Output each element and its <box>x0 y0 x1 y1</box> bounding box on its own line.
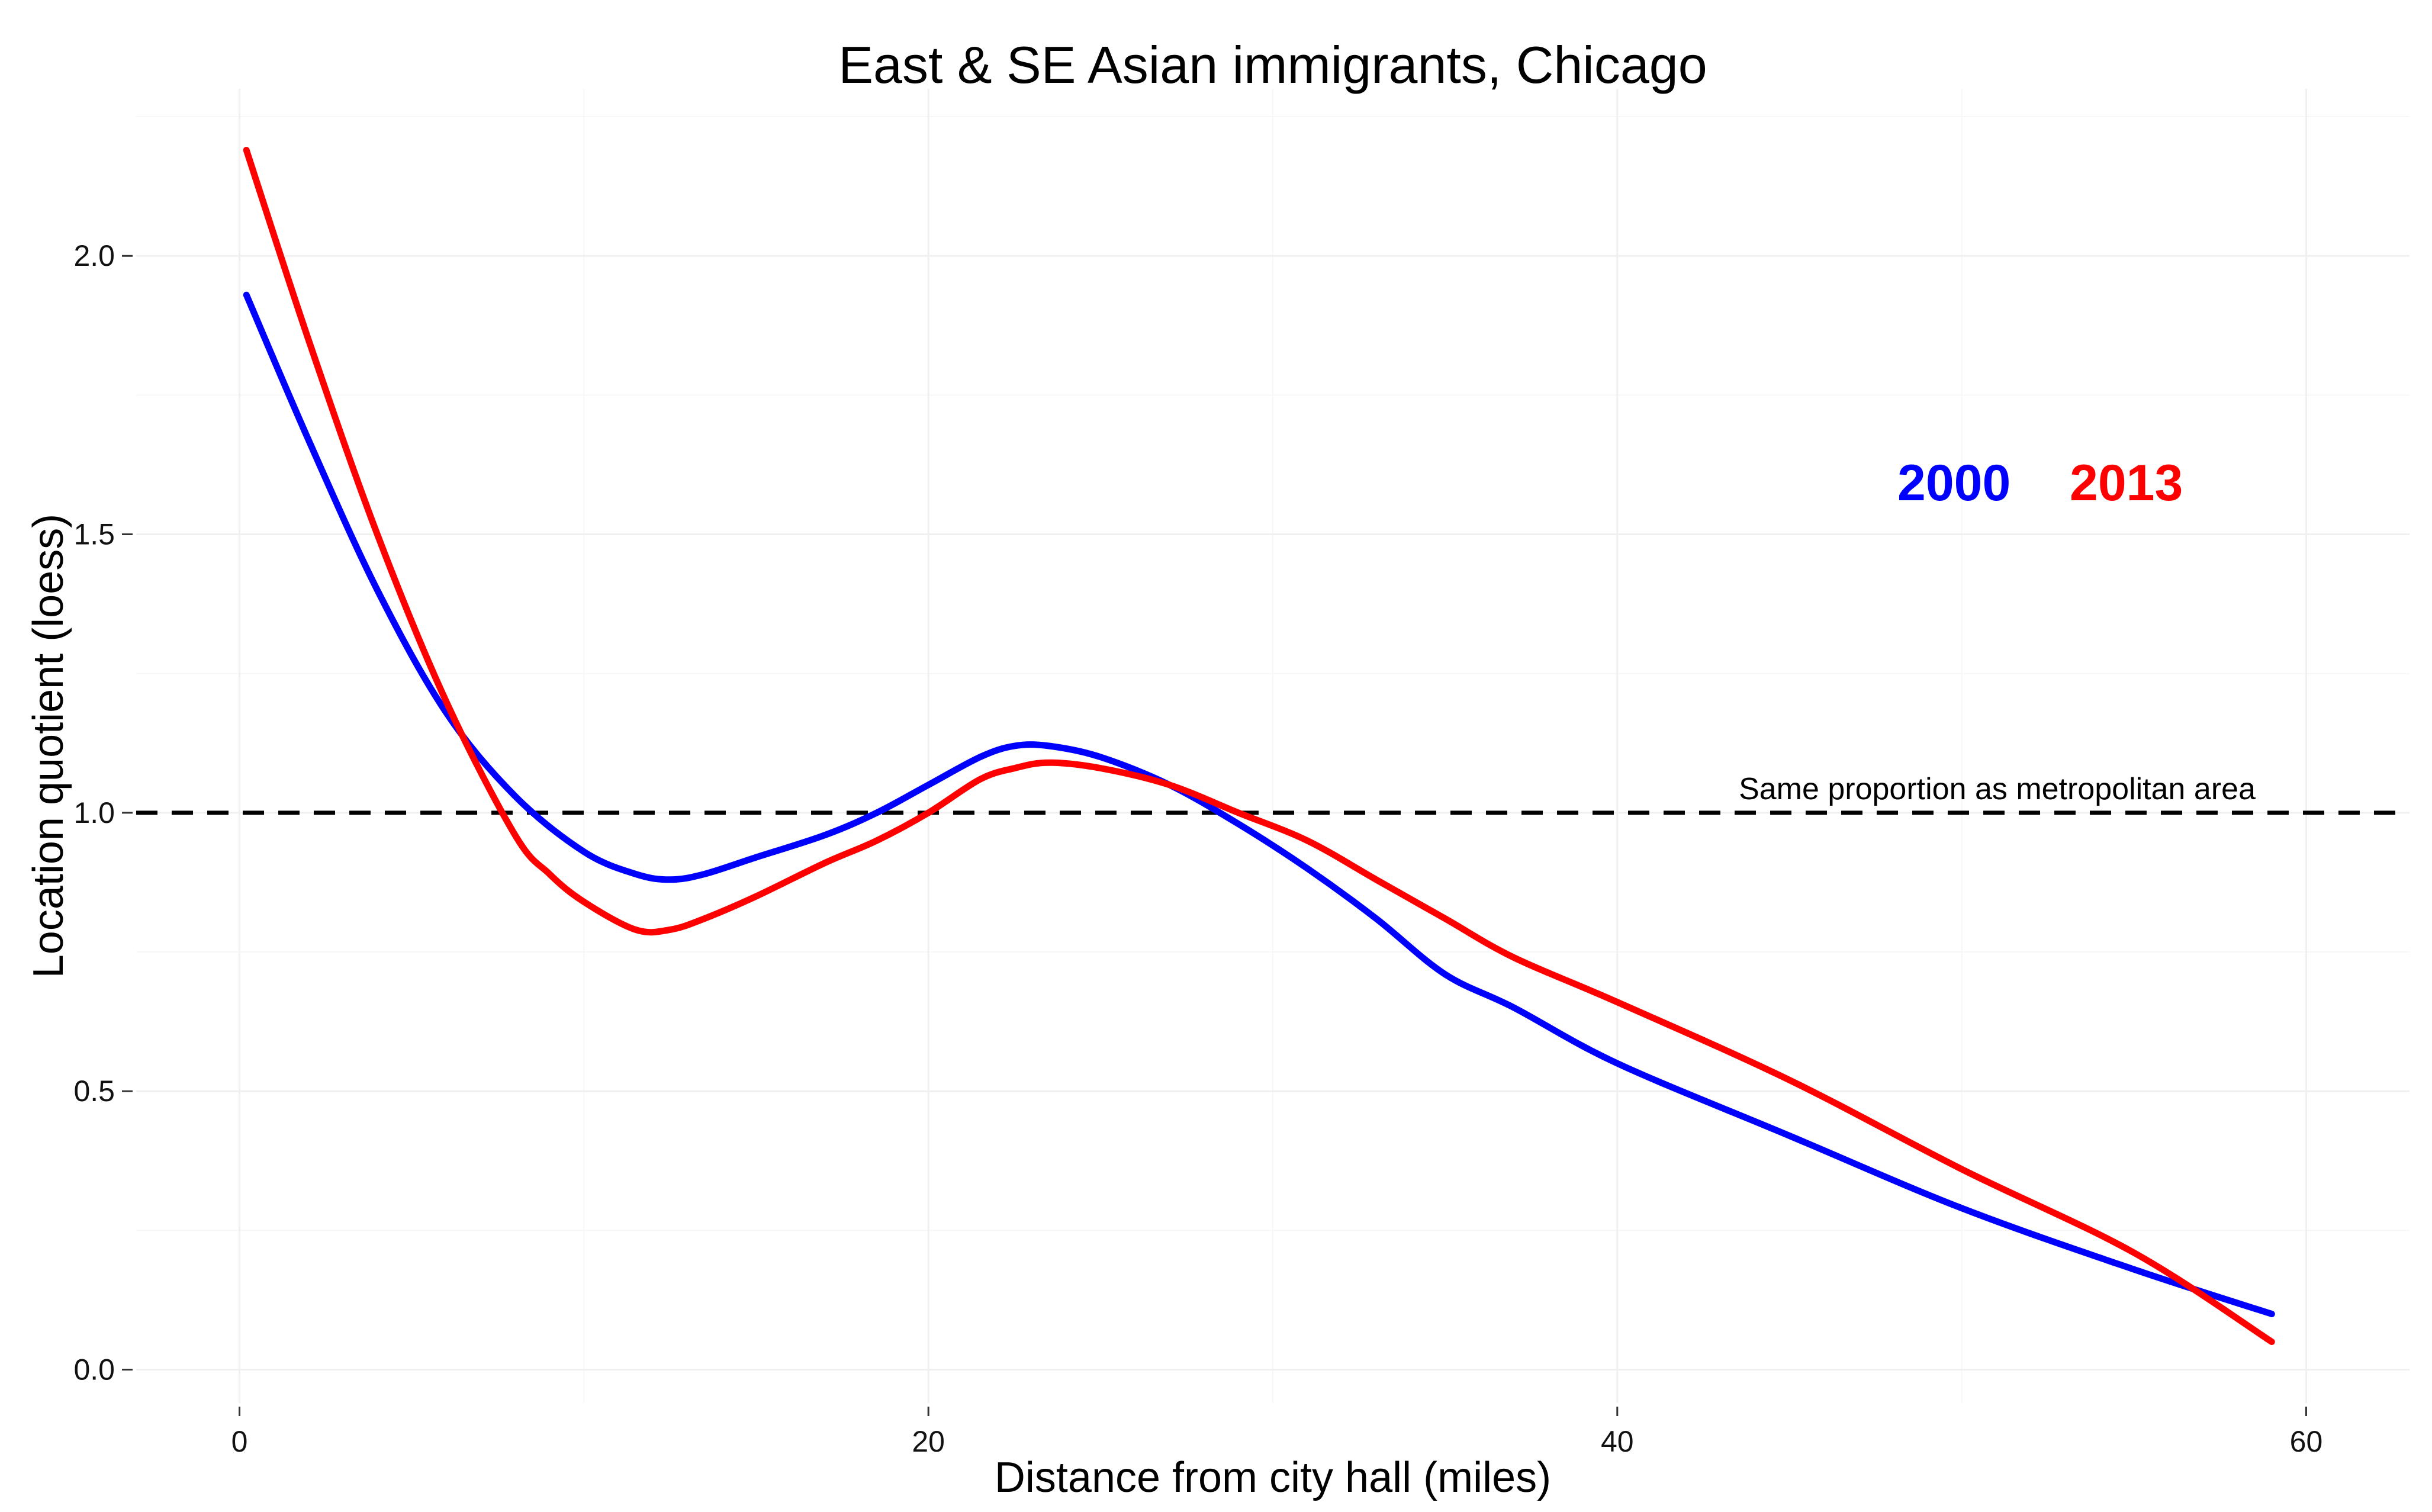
series-line-2013 <box>243 147 2275 1345</box>
legend-label-2000: 2000 <box>1897 455 2010 511</box>
series-line-2000 <box>243 291 2275 1317</box>
x-tick-label: 0 <box>231 1425 248 1458</box>
x-axis-label: Distance from city hall (miles) <box>995 1454 1551 1501</box>
y-tick-label: 0.0 <box>73 1353 115 1386</box>
x-tick-label: 40 <box>1601 1425 1634 1458</box>
x-tick-label: 20 <box>912 1425 945 1458</box>
reference-line-label: Same proportion as metropolitan area <box>1739 772 2256 806</box>
grid <box>136 89 2410 1403</box>
y-tick-label: 1.0 <box>73 796 115 829</box>
axis-ticks: 0 20 40 60 0.0 0.5 1.0 1.5 2.0 <box>73 239 2322 1458</box>
legend-label-2013: 2013 <box>2070 455 2183 511</box>
y-axis-label: Location quotient (loess) <box>25 514 72 978</box>
series-group <box>243 147 2275 1345</box>
chart-title: East & SE Asian immigrants, Chicago <box>838 36 1707 94</box>
x-tick-label: 60 <box>2290 1425 2323 1458</box>
y-tick-label: 2.0 <box>73 239 115 272</box>
y-tick-label: 0.5 <box>73 1075 115 1108</box>
y-tick-label: 1.5 <box>73 518 115 551</box>
